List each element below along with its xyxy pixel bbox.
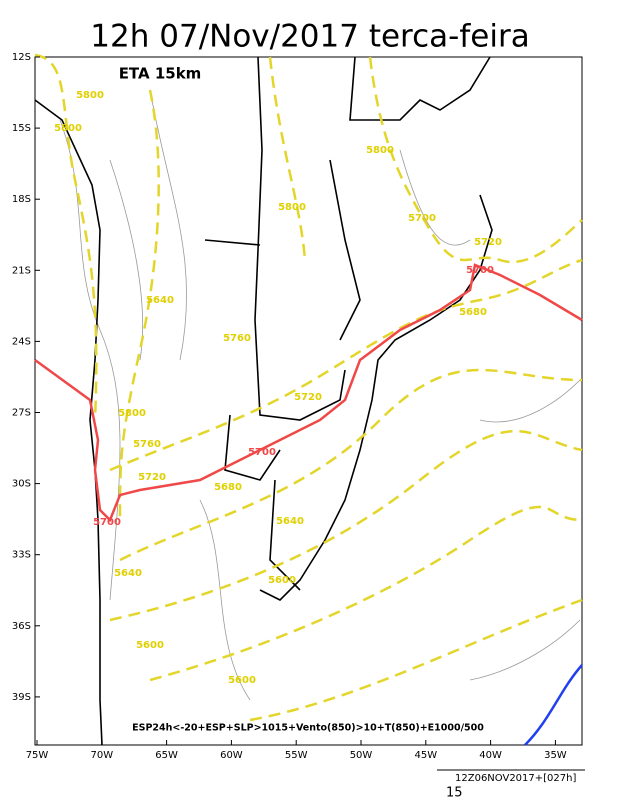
- contour-label: 5640: [114, 568, 142, 579]
- contour-label: 5720: [294, 392, 322, 403]
- lon-label: 75W: [26, 750, 49, 761]
- model-label: ETA 15km: [119, 65, 202, 83]
- lat-label: 39S: [12, 692, 31, 703]
- lon-label: 45W: [414, 750, 437, 761]
- lon-label: 70W: [90, 750, 113, 761]
- caption: ESP24h<-20+ESP+SLP>1015+Vento(850)>10+T(…: [132, 723, 484, 734]
- map-layers: ETA 15km ESP24h<-20+ESP+SLP>1015+Vento(8…: [34, 53, 583, 746]
- contour-label: 5800: [366, 145, 394, 156]
- contour-label: 5760: [223, 333, 251, 344]
- lon-label: 35W: [544, 750, 567, 761]
- contour-label: 5760: [133, 439, 161, 450]
- title: 12h 07/Nov/2017 terca-feira: [90, 19, 529, 55]
- contour-label: 5720: [474, 237, 502, 248]
- contour-label: 5800: [54, 123, 82, 134]
- contour-label: 5680: [214, 482, 242, 493]
- lon-label: 40W: [479, 750, 502, 761]
- contour-label: 5720: [138, 472, 166, 483]
- contour-label: 5700: [248, 447, 276, 458]
- contour-label: 5600: [136, 640, 164, 651]
- lat-label: 18S: [12, 194, 31, 205]
- contour-label: 5800: [76, 90, 104, 101]
- contour-label: 5700: [466, 265, 494, 276]
- map-frame: [34, 56, 583, 746]
- contour-label: 5640: [276, 516, 304, 527]
- lat-label: 33S: [12, 550, 31, 561]
- run-label: 12Z06NOV2017+[027h]: [455, 773, 576, 784]
- contour-label: 5680: [459, 307, 487, 318]
- contour-label: 5700: [408, 213, 436, 224]
- scale-label: 15: [446, 786, 463, 801]
- lat-label: 36S: [12, 621, 31, 632]
- contour-label: 5640: [146, 295, 174, 306]
- lon-label: 55W: [285, 750, 308, 761]
- lon-label: 50W: [350, 750, 373, 761]
- lat-label: 27S: [12, 408, 31, 419]
- lat-label: 24S: [12, 336, 31, 347]
- lat-label: 21S: [12, 265, 31, 276]
- lat-label: 12S: [12, 52, 31, 63]
- lon-label: 65W: [155, 750, 178, 761]
- contour-label: 5600: [268, 575, 296, 586]
- contour-label: 5600: [228, 675, 256, 686]
- contour-label: 5800: [118, 408, 146, 419]
- lat-label: 15S: [12, 123, 31, 134]
- contour-label: 5700: [93, 517, 121, 528]
- lon-label: 60W: [220, 750, 243, 761]
- lat-label: 30S: [12, 479, 31, 490]
- contour-label: 5800: [278, 202, 306, 213]
